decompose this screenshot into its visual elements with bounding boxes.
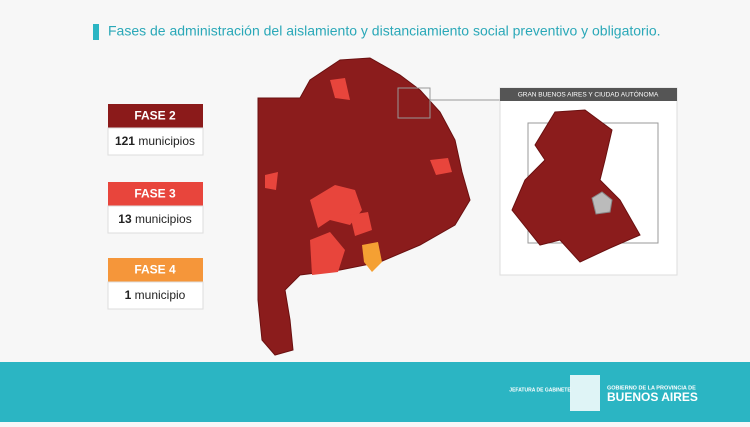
title: Fases de administración del aislamiento … [108,23,661,39]
inset: GRAN BUENOS AIRES Y CIUDAD AUTÓNOMA [499,87,678,276]
region-fase4 [362,242,382,272]
count: 13 [118,212,132,226]
legend-item: FASE 3 13 municipios [107,182,204,234]
legend-header [108,104,203,128]
footer [0,362,750,422]
region-fase3 [330,78,350,100]
count: 121 [115,134,135,148]
region-fase3 [430,158,452,175]
inset-header [500,88,677,101]
legend-item: FASE 2 121 municipios [107,104,204,156]
inset-region [511,109,641,263]
legend-box [107,205,204,234]
legend-count: 1 municipio [125,288,186,302]
inset-title: GRAN BUENOS AIRES Y CIUDAD AUTÓNOMA [518,90,659,99]
region-fase3 [265,172,278,190]
legend-count: 13 municipios [118,212,191,226]
legend-header [108,258,203,282]
zoom-frame [397,87,431,119]
region-fase2 [257,57,471,356]
legend-label: FASE 3 [134,187,176,201]
caba [591,191,613,215]
legend-label: FASE 4 [134,263,176,277]
legend-box [107,281,204,310]
unit: municipios [138,134,195,148]
legend-count: 121 municipios [115,134,195,148]
footer-right-bottom: BUENOS AIRES [607,390,698,404]
legend-header [108,182,203,206]
province-map [257,57,500,356]
title-marker [93,24,99,40]
unit: municipios [135,212,192,226]
region-fase3 [350,212,372,236]
region-fase3 [310,232,345,275]
unit: municipio [135,288,186,302]
legend-item: FASE 4 1 municipio [107,258,204,310]
footer-right-top: GOBIERNO DE LA PROVINCIA DE [607,385,696,391]
legend-box [107,127,204,156]
logo [570,375,600,411]
legend-label: FASE 2 [134,109,176,123]
count: 1 [125,288,132,302]
region-fase3 [310,185,362,228]
footer-left: JEFATURA DE GABINETE [509,387,571,393]
